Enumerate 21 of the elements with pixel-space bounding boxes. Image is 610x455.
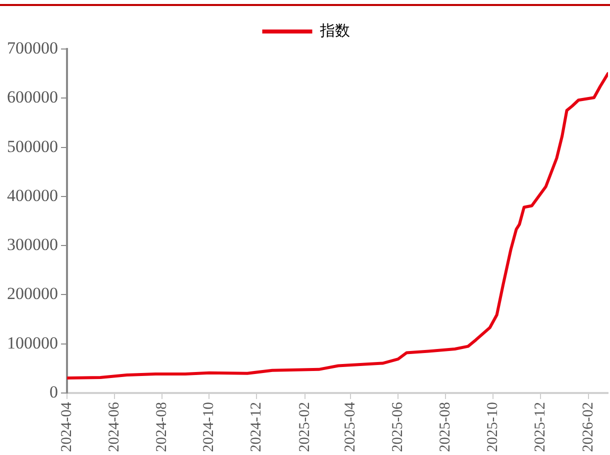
x-tick-label: 2026-02	[580, 402, 597, 452]
y-tick-label: 200000	[7, 284, 58, 304]
x-tick-label: 2024-12	[248, 402, 265, 452]
x-tick-label: 2025-12	[532, 402, 548, 452]
y-tick-label: 100000	[7, 333, 58, 352]
x-tick-label: 2025-06	[390, 402, 406, 452]
legend-label: 指数	[318, 21, 350, 40]
y-tick-label: 500000	[7, 136, 58, 156]
x-tick-label: 2024-04	[58, 402, 75, 452]
x-tick-label: 2025-10	[484, 402, 501, 452]
y-tick-label: 600000	[7, 88, 58, 107]
x-tick-label: 2025-04	[342, 402, 359, 452]
y-tick-label: 0	[50, 382, 58, 402]
x-tick-label: 2024-06	[106, 402, 122, 452]
x-tick-label: 2025-08	[437, 402, 454, 452]
y-tick-label: 400000	[7, 186, 58, 205]
y-tick-label: 300000	[7, 235, 58, 254]
x-tick-label: 2024-10	[201, 402, 218, 452]
x-tick-label: 2024-08	[154, 402, 170, 452]
x-tick-label: 2025-02	[296, 402, 313, 452]
y-tick-label: 700000	[7, 38, 58, 58]
